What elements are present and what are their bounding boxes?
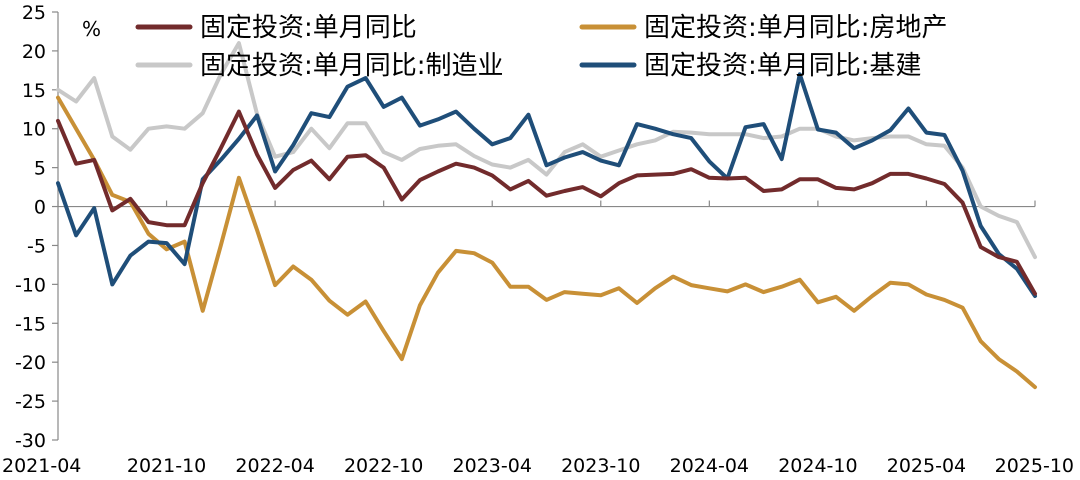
x-tick-label: 2023-04	[453, 455, 532, 477]
y-ticks: 25 20 15 10 5 0 -5 -10 -15 -20 -25 -30	[15, 2, 58, 452]
y-tick-label: -15	[15, 313, 46, 335]
legend-label-3: 固定投资:单月同比:基建	[644, 51, 922, 81]
y-tick-label: -30	[15, 430, 46, 452]
legend-label-0: 固定投资:单月同比	[200, 13, 417, 43]
x-tick-label: 2023-10	[561, 455, 640, 477]
y-tick-label: 20	[22, 41, 46, 63]
x-tick-label: 2021-10	[127, 455, 206, 477]
x-tick-label: 2021-04	[2, 455, 81, 477]
x-tick-label: 2025-04	[887, 455, 966, 477]
legend-label-2: 固定投资:单月同比:制造业	[200, 51, 504, 81]
y-tick-label: 0	[34, 197, 46, 219]
axes	[57, 12, 1035, 440]
legend-label-1: 固定投资:单月同比:房地产	[644, 13, 948, 43]
series-line-2	[56, 41, 1037, 260]
y-tick-label: -10	[15, 274, 46, 296]
y-tick-label: -5	[27, 235, 46, 257]
y-tick-label: -20	[15, 352, 46, 374]
y-tick-label: 15	[22, 80, 46, 102]
y-tick-label: 25	[22, 2, 46, 24]
unit-label: %	[82, 17, 101, 41]
y-tick-label: 10	[22, 119, 46, 141]
series-line-1	[56, 95, 1037, 390]
series-line-0	[56, 109, 1037, 296]
x-tick-label: 2025-10	[995, 455, 1074, 477]
y-tick-label: 5	[34, 158, 46, 180]
series-line-3	[56, 72, 1037, 298]
x-tick-label: 2024-04	[670, 455, 749, 477]
x-tick-label: 2022-04	[235, 455, 314, 477]
x-tick-label: 2022-10	[344, 455, 423, 477]
y-tick-label: -25	[15, 391, 46, 413]
x-tick-label: 2024-10	[778, 455, 857, 477]
series-lines	[56, 41, 1037, 390]
x-ticks: 2021-04 2021-10 2022-04 2022-10 2023-04 2023-…	[2, 200, 1074, 477]
